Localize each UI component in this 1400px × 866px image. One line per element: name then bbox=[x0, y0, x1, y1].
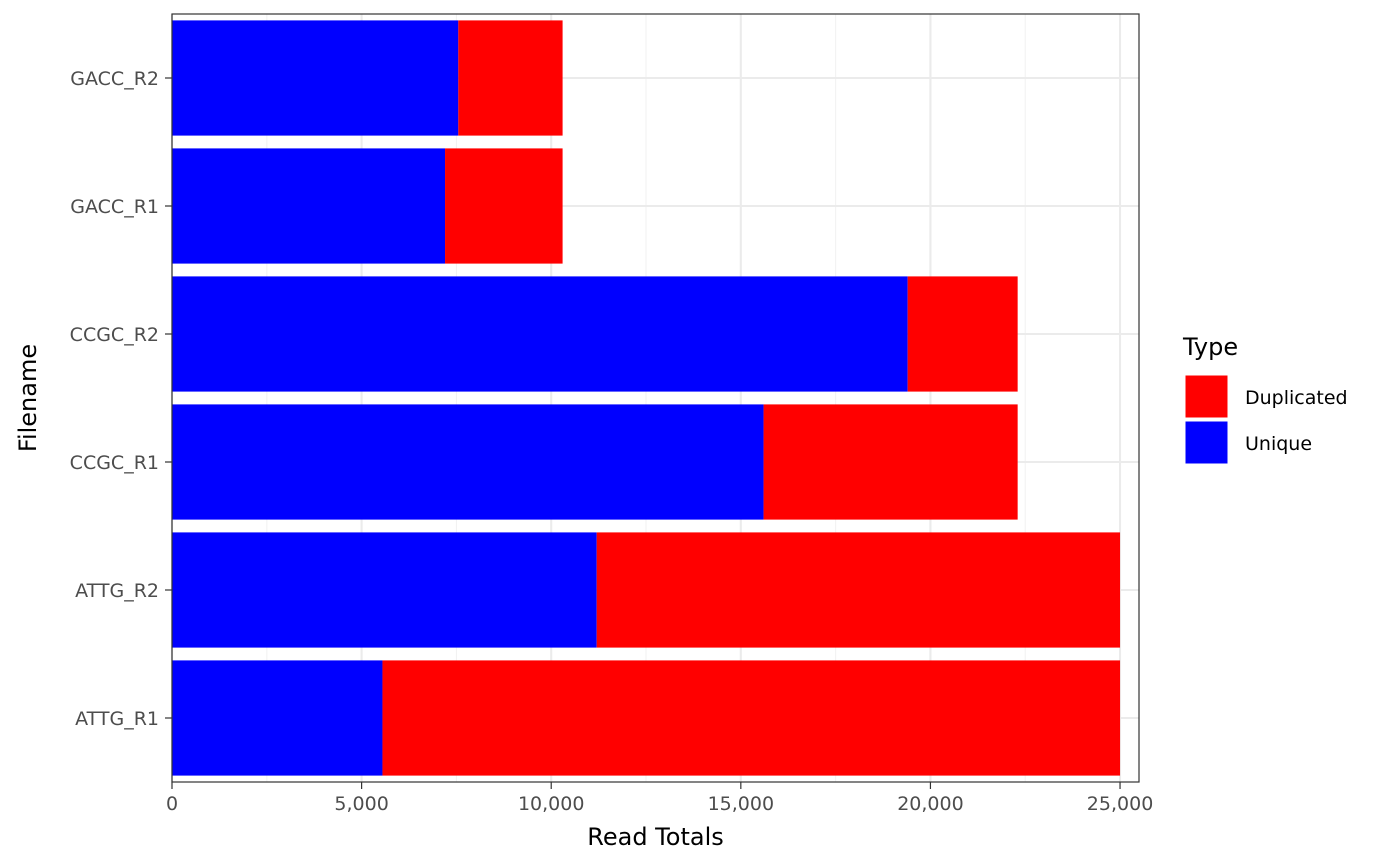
bar-unique-attg-r1 bbox=[172, 660, 383, 776]
bar-duplicated-gacc-r2 bbox=[458, 20, 563, 136]
x-tick-label: 0 bbox=[166, 793, 178, 815]
bar-duplicated-ccgc-r2 bbox=[907, 276, 1018, 392]
bar-unique-ccgc-r2 bbox=[172, 276, 908, 392]
legend-label-duplicated: Duplicated bbox=[1245, 387, 1348, 409]
bar-unique-gacc-r1 bbox=[172, 148, 446, 264]
y-axis-title: Filename bbox=[14, 344, 42, 452]
y-tick-label: GACC_R2 bbox=[70, 68, 159, 90]
x-tick-label: 25,000 bbox=[1087, 793, 1153, 815]
legend: Type Duplicated Unique bbox=[1182, 333, 1348, 465]
y-tick-label: CCGC_R2 bbox=[70, 324, 159, 346]
legend-key-duplicated bbox=[1184, 374, 1229, 419]
bar-unique-ccgc-r1 bbox=[172, 404, 764, 520]
x-tick-label: 15,000 bbox=[708, 793, 774, 815]
bar-unique-gacc-r2 bbox=[172, 20, 459, 136]
y-tick-label: ATTG_R1 bbox=[75, 708, 159, 730]
y-tick-label: CCGC_R1 bbox=[70, 452, 159, 474]
y-axis: ATTG_R1 ATTG_R2 CCGC_R1 CCGC_R2 GACC_R1 GACC_… bbox=[70, 68, 172, 730]
x-axis: 0 5,000 10,000 15,000 20,000 25,000 bbox=[166, 782, 1153, 815]
bar-duplicated-attg-r2 bbox=[596, 532, 1121, 648]
x-tick-label: 20,000 bbox=[897, 793, 963, 815]
x-axis-title: Read Totals bbox=[587, 823, 724, 851]
bars bbox=[172, 20, 1121, 776]
legend-title: Type bbox=[1182, 333, 1238, 361]
y-tick-label: GACC_R1 bbox=[70, 196, 159, 218]
y-tick-label: ATTG_R2 bbox=[75, 580, 159, 602]
plot-panel-border bbox=[171, 13, 1140, 783]
bar-duplicated-gacc-r1 bbox=[445, 148, 563, 264]
legend-label-unique: Unique bbox=[1245, 433, 1312, 455]
bar-duplicated-ccgc-r1 bbox=[763, 404, 1018, 520]
x-tick-label: 5,000 bbox=[334, 793, 388, 815]
bar-duplicated-attg-r1 bbox=[382, 660, 1121, 776]
x-tick-label: 10,000 bbox=[518, 793, 584, 815]
legend-key-unique bbox=[1184, 420, 1229, 465]
bar-unique-attg-r2 bbox=[172, 532, 597, 648]
